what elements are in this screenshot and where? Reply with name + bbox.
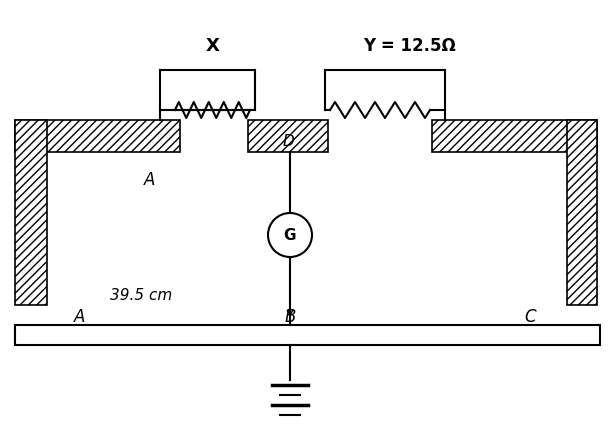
Bar xyxy=(567,120,597,305)
Bar xyxy=(15,325,600,345)
Circle shape xyxy=(268,213,312,257)
Bar xyxy=(15,120,47,305)
Text: C: C xyxy=(524,308,536,326)
Bar xyxy=(432,120,597,152)
Text: Y = 12.5Ω: Y = 12.5Ω xyxy=(364,37,457,55)
Bar xyxy=(248,120,328,152)
Text: A: A xyxy=(144,171,155,189)
Text: D: D xyxy=(282,134,294,150)
Text: A: A xyxy=(74,308,86,326)
Bar xyxy=(15,120,180,152)
Text: 39.5 cm: 39.5 cm xyxy=(110,287,172,303)
Text: X: X xyxy=(206,37,220,55)
Text: G: G xyxy=(284,228,296,242)
Text: B: B xyxy=(285,308,296,326)
